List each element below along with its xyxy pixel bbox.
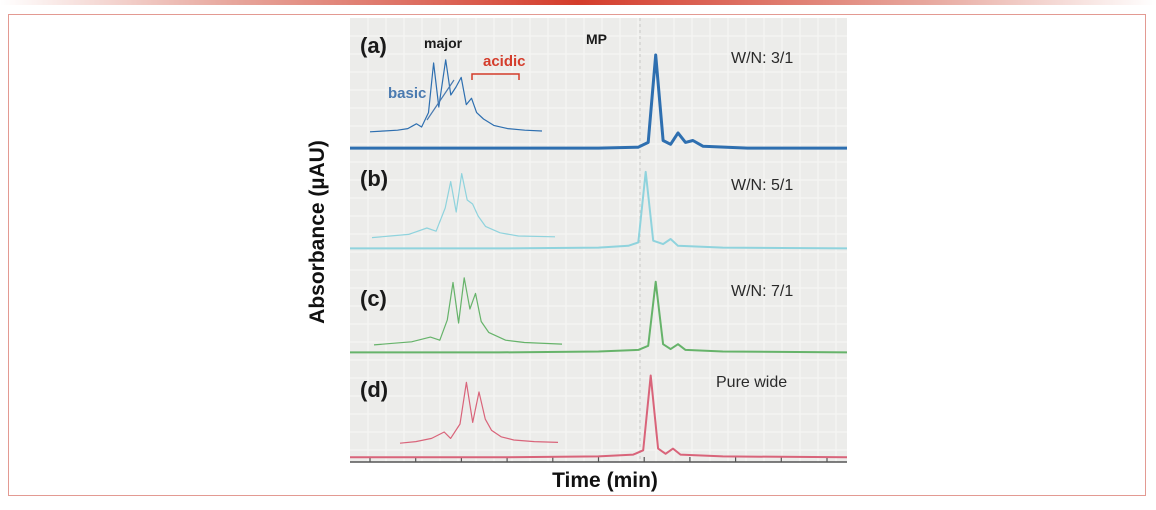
- panel-label: (a): [360, 33, 387, 58]
- condition-label: W/N: 7/1: [731, 283, 793, 300]
- inset-trace: [371, 173, 556, 239]
- panel-label: (d): [360, 377, 388, 402]
- acidic-bracket: [471, 73, 520, 80]
- inset-trace: [369, 59, 543, 133]
- condition-label: W/N: 5/1: [731, 177, 793, 194]
- inset-trace: [399, 381, 559, 444]
- peak-label-acidic: acidic: [483, 53, 526, 70]
- header-accent-bar: [0, 0, 1156, 5]
- inset-trace: [373, 277, 563, 346]
- panel-label: (b): [360, 166, 388, 191]
- y-axis-label: Absorbance (µAU): [306, 140, 329, 324]
- chromatogram-trace: [350, 170, 848, 250]
- figure-frame: [8, 14, 1146, 496]
- chromatogram-trace: [350, 53, 847, 150]
- condition-label: Pure wide: [716, 374, 787, 391]
- peak-label-basic: basic: [388, 85, 426, 102]
- x-axis-label: Time (min): [552, 469, 658, 492]
- panel-label: (c): [360, 286, 387, 311]
- condition-label: W/N: 3/1: [731, 50, 793, 67]
- chromatogram-trace: [350, 374, 848, 459]
- peak-label-mp: MP: [586, 31, 607, 47]
- chromatogram-trace: [350, 280, 848, 354]
- peak-label-major: major: [424, 35, 463, 51]
- basic-pointer: [426, 79, 455, 121]
